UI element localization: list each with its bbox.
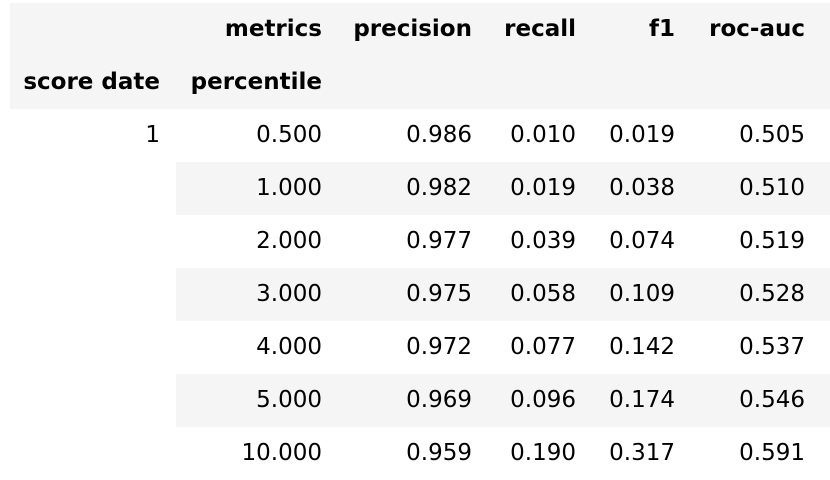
- header-row-index-names: score date percentile: [10, 56, 830, 109]
- cell-recall: 0.058: [510, 281, 576, 307]
- row-index-percentile: 10.000: [241, 440, 322, 466]
- column-header-recall: recall: [504, 16, 576, 42]
- cell-f1: 0.109: [609, 281, 675, 307]
- cell-precision: 0.975: [406, 281, 472, 307]
- cell-f1: 0.038: [609, 175, 675, 201]
- cell-precision: 0.977: [406, 228, 472, 254]
- row-index-percentile: 2.000: [256, 228, 322, 254]
- dataframe-table: metrics precision recall f1 roc-auc scor…: [10, 3, 830, 480]
- row-index-percentile: 0.500: [256, 122, 322, 148]
- table-row: 3.000 0.975 0.058 0.109 0.528: [10, 268, 830, 321]
- cell-recall: 0.190: [510, 440, 576, 466]
- row-index-score-date: [10, 321, 160, 374]
- row-index-percentile: 4.000: [256, 334, 322, 360]
- index-name-score-date: score date: [23, 69, 160, 95]
- row-index-score-date: 1: [145, 122, 160, 148]
- row-stripe: [176, 374, 830, 427]
- table-row: 5.000 0.969 0.096 0.174 0.546: [10, 374, 830, 427]
- table-row: 10.000 0.959 0.190 0.317 0.591: [10, 427, 830, 480]
- row-index-score-date: [10, 162, 160, 215]
- row-index-score-date: [10, 215, 160, 268]
- cell-precision: 0.972: [406, 334, 472, 360]
- index-name-percentile: percentile: [190, 69, 322, 95]
- header-corner: [10, 3, 160, 56]
- row-stripe: [176, 162, 830, 215]
- table-row: 4.000 0.972 0.077 0.142 0.537: [10, 321, 830, 374]
- cell-precision: 0.959: [406, 440, 472, 466]
- cell-precision: 0.969: [406, 387, 472, 413]
- cell-recall: 0.096: [510, 387, 576, 413]
- column-header-precision: precision: [353, 16, 472, 42]
- cell-f1: 0.019: [609, 122, 675, 148]
- table-row: 1.000 0.982 0.019 0.038 0.510: [10, 162, 830, 215]
- cell-roc-auc: 0.591: [739, 440, 805, 466]
- column-header-f1: f1: [648, 16, 675, 42]
- column-header-roc-auc: roc-auc: [709, 16, 805, 42]
- cell-recall: 0.077: [510, 334, 576, 360]
- cell-precision: 0.982: [406, 175, 472, 201]
- row-index-score-date: [10, 268, 160, 321]
- header-row-columns: metrics precision recall f1 roc-auc: [10, 3, 830, 56]
- cell-f1: 0.074: [609, 228, 675, 254]
- row-index-percentile: 1.000: [256, 175, 322, 201]
- cell-recall: 0.010: [510, 122, 576, 148]
- table-row: 1 0.500 0.986 0.010 0.019 0.505: [10, 109, 830, 162]
- cell-roc-auc: 0.528: [739, 281, 805, 307]
- row-stripe: [176, 268, 830, 321]
- row-index-score-date: [10, 427, 160, 480]
- cell-roc-auc: 0.505: [739, 122, 805, 148]
- cell-roc-auc: 0.546: [739, 387, 805, 413]
- row-index-percentile: 5.000: [256, 387, 322, 413]
- cell-recall: 0.019: [510, 175, 576, 201]
- cell-precision: 0.986: [406, 122, 472, 148]
- cell-f1: 0.142: [609, 334, 675, 360]
- cell-roc-auc: 0.510: [739, 175, 805, 201]
- cell-recall: 0.039: [510, 228, 576, 254]
- cell-roc-auc: 0.519: [739, 228, 805, 254]
- columns-name-label: metrics: [224, 16, 322, 42]
- table-row: 2.000 0.977 0.039 0.074 0.519: [10, 215, 830, 268]
- row-index-percentile: 3.000: [256, 281, 322, 307]
- row-index-score-date: [10, 374, 160, 427]
- cell-roc-auc: 0.537: [739, 334, 805, 360]
- cell-f1: 0.317: [609, 440, 675, 466]
- cell-f1: 0.174: [609, 387, 675, 413]
